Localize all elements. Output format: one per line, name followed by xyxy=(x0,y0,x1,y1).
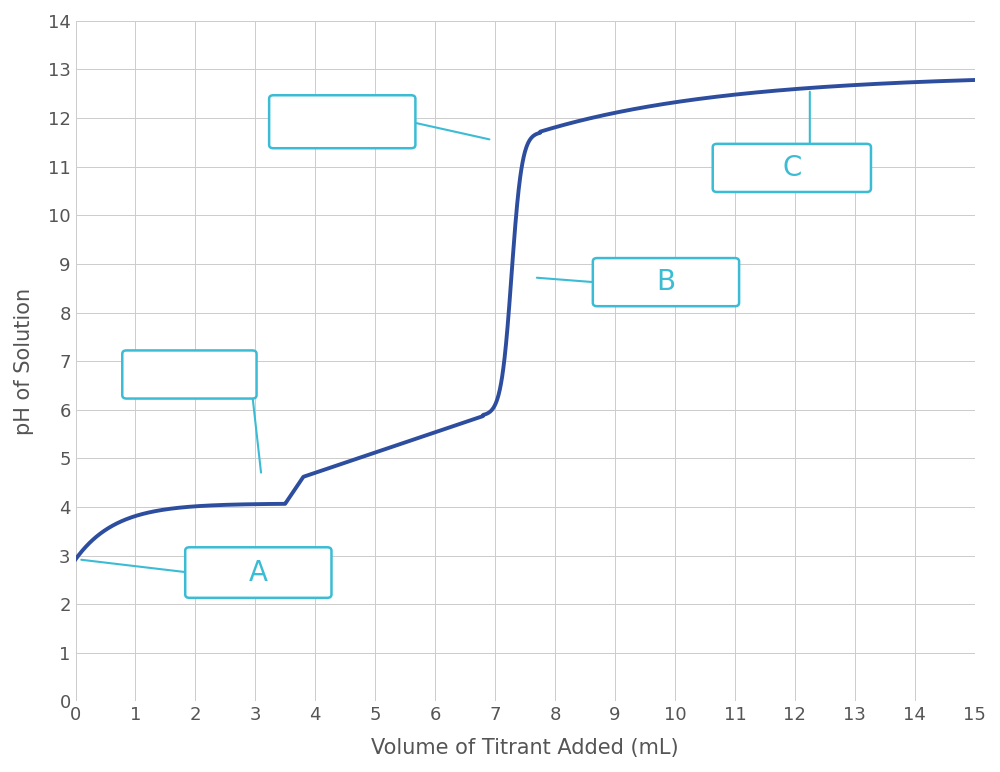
Text: A: A xyxy=(249,559,268,587)
FancyBboxPatch shape xyxy=(185,547,331,598)
Text: B: B xyxy=(656,268,676,296)
Y-axis label: pH of Solution: pH of Solution xyxy=(14,287,34,435)
FancyBboxPatch shape xyxy=(269,95,415,148)
FancyBboxPatch shape xyxy=(122,350,257,398)
X-axis label: Volume of Titrant Added (mL): Volume of Titrant Added (mL) xyxy=(371,738,679,758)
FancyBboxPatch shape xyxy=(593,258,739,306)
Text: C: C xyxy=(782,154,802,182)
FancyBboxPatch shape xyxy=(713,144,871,192)
